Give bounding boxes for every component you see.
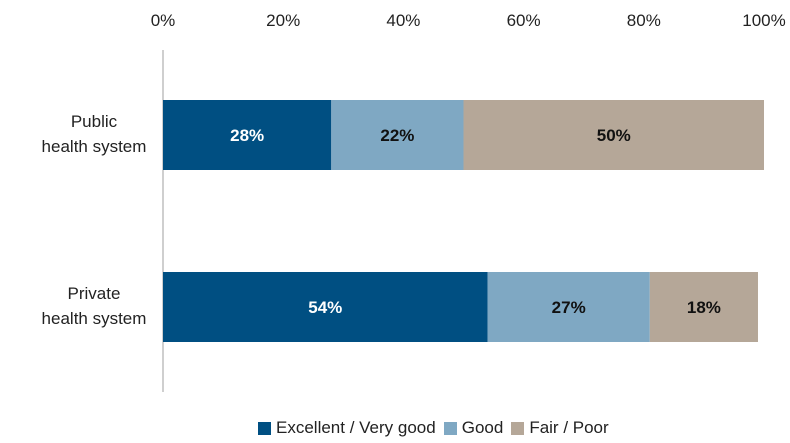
bar-segment	[649, 272, 758, 342]
legend: Excellent / Very good Good Fair / Poor	[258, 418, 617, 438]
category-label: Public	[71, 112, 118, 131]
data-label: 50%	[597, 126, 631, 145]
bar-segment	[487, 272, 650, 342]
legend-swatch-fair-poor	[511, 421, 525, 435]
category-label: Private	[68, 284, 121, 303]
category-label: health system	[42, 137, 147, 156]
legend-item-excellent: Excellent / Very good	[258, 418, 436, 438]
data-label: 22%	[380, 126, 414, 145]
legend-item-fair-poor: Fair / Poor	[511, 418, 609, 438]
bar-segment	[331, 100, 464, 170]
legend-swatch-excellent	[258, 421, 271, 435]
x-tick-label: 80%	[627, 11, 661, 30]
legend-swatch-good	[443, 421, 457, 435]
data-label: 28%	[230, 126, 264, 145]
legend-item-good: Good	[443, 418, 504, 438]
bar-segment	[163, 100, 332, 170]
legend-label-good: Good	[461, 418, 504, 437]
data-label: 54%	[308, 298, 342, 317]
x-tick-label: 20%	[266, 11, 300, 30]
bar-segment	[463, 100, 764, 170]
bar-segment	[163, 272, 488, 342]
category-label: health system	[42, 309, 147, 328]
legend-label-fair-poor: Fair / Poor	[529, 418, 609, 437]
x-tick-label: 60%	[507, 11, 541, 30]
x-tick-label: 100%	[742, 11, 785, 30]
x-tick-label: 0%	[151, 11, 176, 30]
x-tick-label: 40%	[386, 11, 420, 30]
legend-label-excellent: Excellent / Very good	[276, 418, 436, 437]
data-label: 27%	[552, 298, 586, 317]
data-label: 18%	[687, 298, 721, 317]
